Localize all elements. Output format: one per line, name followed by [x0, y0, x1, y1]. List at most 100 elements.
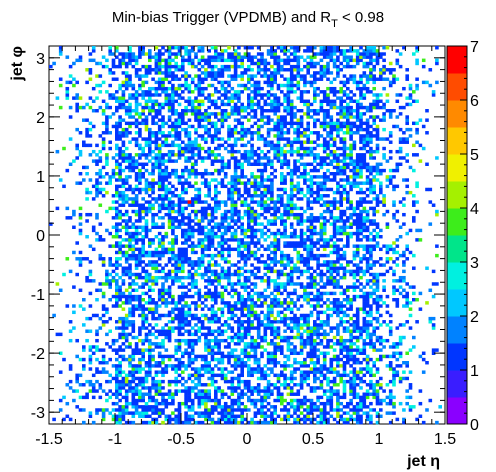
heatmap-cell	[247, 247, 251, 252]
heatmap-cell	[283, 156, 287, 160]
heatmap-cell	[283, 313, 287, 318]
heatmap-cell	[306, 335, 310, 340]
heatmap-cell	[98, 203, 103, 207]
heatmap-cell	[296, 383, 301, 387]
heatmap-cell	[273, 212, 277, 217]
heatmap-cell	[124, 80, 129, 85]
heatmap-cell	[240, 307, 244, 311]
heatmap-cell	[124, 401, 129, 406]
heatmap-cell	[263, 184, 268, 189]
heatmap-cell	[167, 338, 172, 343]
heatmap-cell	[91, 389, 96, 393]
heatmap-cell	[181, 231, 185, 236]
heatmap-cell	[250, 269, 254, 274]
heatmap-cell	[313, 93, 317, 97]
heatmap-cell	[157, 389, 162, 393]
heatmap-cell	[128, 197, 132, 201]
heatmap-cell	[240, 241, 244, 245]
heatmap-cell	[227, 345, 231, 349]
heatmap-cell	[233, 64, 238, 69]
heatmap-cell	[78, 222, 83, 226]
heatmap-cell	[144, 219, 149, 223]
heatmap-cell	[263, 156, 268, 160]
heatmap-cell	[88, 357, 93, 362]
heatmap-cell	[124, 320, 129, 324]
heatmap-cell	[306, 291, 310, 296]
heatmap-cell	[263, 225, 268, 229]
heatmap-cell	[190, 367, 195, 371]
heatmap-cell	[181, 153, 185, 157]
heatmap-cell	[253, 342, 258, 346]
heatmap-cell	[95, 345, 99, 349]
heatmap-cell	[124, 187, 129, 192]
heatmap-cell	[200, 272, 205, 277]
heatmap-cell	[313, 216, 317, 220]
heatmap-cell	[190, 357, 195, 362]
heatmap-cell	[121, 93, 126, 97]
heatmap-cell	[181, 146, 185, 151]
heatmap-cell	[121, 80, 126, 85]
heatmap-cell	[167, 326, 172, 330]
heatmap-cell	[111, 52, 116, 56]
heatmap-cell	[141, 203, 145, 207]
heatmap-cell	[306, 99, 310, 103]
heatmap-cell	[167, 222, 172, 226]
heatmap-cell	[280, 348, 284, 352]
heatmap-cell	[220, 253, 225, 258]
heatmap-cell	[167, 294, 172, 299]
heatmap-cell	[68, 162, 73, 166]
heatmap-cell	[243, 105, 248, 110]
heatmap-cell	[273, 112, 277, 116]
heatmap-cell	[164, 61, 169, 66]
heatmap-cell	[233, 55, 238, 59]
heatmap-cell	[253, 304, 258, 308]
heatmap-cell	[105, 392, 109, 396]
heatmap-cell	[181, 206, 185, 211]
heatmap-cell	[220, 156, 225, 160]
heatmap-cell	[286, 348, 291, 352]
heatmap-cell	[210, 405, 215, 409]
heatmap-cell	[187, 307, 192, 311]
heatmap-cell	[118, 294, 122, 299]
heatmap-cell	[299, 124, 304, 129]
heatmap-cell	[240, 61, 244, 66]
heatmap-cell	[266, 354, 271, 359]
heatmap-cell	[138, 93, 142, 97]
heatmap-cell	[223, 392, 228, 396]
heatmap-cell	[283, 417, 287, 422]
heatmap-cell	[171, 282, 175, 286]
heatmap-cell	[227, 272, 231, 277]
heatmap-cell	[270, 332, 274, 337]
heatmap-cell	[181, 364, 185, 368]
heatmap-cell	[157, 102, 162, 107]
heatmap-cell	[266, 294, 271, 299]
heatmap-cell	[148, 351, 152, 355]
heatmap-cell	[233, 74, 238, 78]
heatmap-cell	[283, 153, 287, 157]
heatmap-cell	[85, 165, 89, 170]
heatmap-cell	[131, 298, 136, 302]
heatmap-cell	[194, 112, 198, 116]
heatmap-cell	[220, 307, 225, 311]
heatmap-cell	[167, 414, 172, 418]
heatmap-cell	[161, 291, 165, 296]
heatmap-cell	[247, 190, 251, 195]
heatmap-cell	[187, 414, 192, 418]
heatmap-cell	[263, 313, 268, 318]
heatmap-cell	[138, 260, 142, 264]
heatmap-cell	[223, 118, 228, 122]
chart-title-tail: < 0.98	[338, 9, 384, 26]
heatmap-cell	[68, 379, 73, 384]
heatmap-cell	[144, 405, 149, 409]
heatmap-cell	[200, 257, 205, 261]
heatmap-cell	[190, 282, 195, 286]
heatmap-cell	[121, 55, 126, 59]
heatmap-cell	[260, 294, 264, 299]
heatmap-cell	[286, 121, 291, 126]
heatmap-cell	[270, 301, 274, 305]
heatmap-cell	[148, 392, 152, 396]
heatmap-cell	[177, 320, 182, 324]
heatmap-cell	[289, 260, 294, 264]
heatmap-cell	[273, 231, 277, 236]
heatmap-cell	[273, 77, 277, 81]
